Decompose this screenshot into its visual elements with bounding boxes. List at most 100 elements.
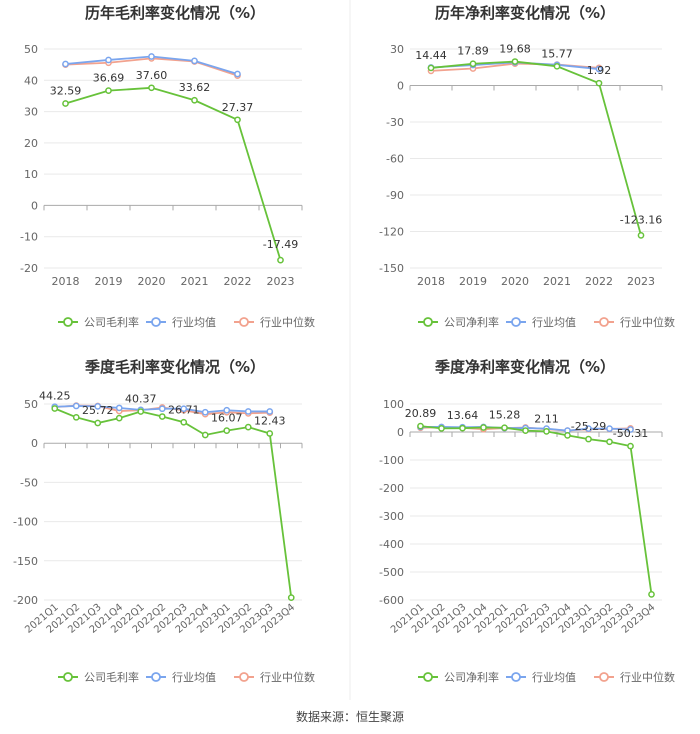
data-label: 15.77 xyxy=(541,47,573,60)
y-tick-label: -150 xyxy=(13,555,38,568)
legend-label: 行业均值 xyxy=(532,671,576,684)
series-point xyxy=(201,408,209,416)
series-point xyxy=(244,408,252,415)
series-point xyxy=(543,428,550,435)
series-point xyxy=(564,432,571,439)
series-point xyxy=(234,70,241,78)
legend-label: 公司净利率 xyxy=(444,670,499,684)
series-point xyxy=(459,424,466,432)
data-label: 36.69 xyxy=(93,72,125,85)
y-tick-label: 10 xyxy=(24,168,38,181)
series-point xyxy=(585,435,592,443)
legend-label: 行业中位数 xyxy=(620,315,675,329)
series-point xyxy=(427,64,435,72)
legend-marker xyxy=(599,672,609,682)
data-label: -25.29 xyxy=(571,420,606,433)
chart-title: 历年毛利率变化情况（%） xyxy=(85,4,265,22)
chart-annual-net-margin: 历年净利率变化情况（%） 30 0 -30 -60 -90 -120 -150 2018 2019… xyxy=(379,4,675,329)
legend-marker xyxy=(423,672,433,682)
x-tick-label: 2023 xyxy=(267,275,295,288)
y-tick-label: 30 xyxy=(24,106,38,119)
legend-label: 行业中位数 xyxy=(620,670,675,684)
y-tick-label: -500 xyxy=(379,566,404,579)
series-point xyxy=(277,256,284,264)
legend-label: 行业中位数 xyxy=(260,670,315,684)
y-tick-label: -50 xyxy=(20,476,38,489)
series-point xyxy=(244,423,252,431)
x-tick-label: 2020 xyxy=(501,275,529,288)
legend-marker xyxy=(511,317,521,327)
series-point xyxy=(266,430,274,437)
chart-title: 季度毛利率变化情况（%） xyxy=(85,358,265,376)
chart-quarterly-gross-margin: 季度毛利率变化情况（%）500-50-100-150-2002021Q12021… xyxy=(13,358,315,684)
data-label: 13.64 xyxy=(447,409,479,422)
series-point xyxy=(223,406,231,414)
data-label: -17.49 xyxy=(263,238,298,251)
legend-label: 行业中位数 xyxy=(260,315,315,329)
series-point xyxy=(606,425,613,432)
series-point xyxy=(180,418,188,426)
legend-marker xyxy=(511,672,521,682)
x-tick-label: 2023 xyxy=(627,275,655,288)
legend-marker xyxy=(151,317,161,327)
series-point xyxy=(223,427,231,434)
legend-label: 行业均值 xyxy=(532,316,576,329)
y-tick-label: -100 xyxy=(13,516,38,529)
series-point xyxy=(595,65,603,73)
series-point xyxy=(287,594,295,601)
series-point xyxy=(51,405,59,412)
legend-marker xyxy=(423,317,433,327)
series-line xyxy=(65,86,282,261)
legend-marker xyxy=(63,317,73,327)
x-tick-label: 2022 xyxy=(585,275,613,288)
series-point xyxy=(553,62,561,70)
y-tick-label: -60 xyxy=(386,153,404,166)
series-point xyxy=(266,408,274,415)
series-point xyxy=(105,56,112,64)
y-tick-label: -200 xyxy=(13,594,38,607)
series-point xyxy=(606,438,613,446)
data-label: 14.44 xyxy=(415,49,447,62)
legend-label: 公司净利率 xyxy=(444,315,499,329)
y-tick-label: 0 xyxy=(31,199,38,212)
data-label: 19.68 xyxy=(499,43,531,56)
series-point xyxy=(234,116,241,124)
series-point xyxy=(158,405,166,413)
legend-marker xyxy=(239,672,249,682)
data-label: 26.71 xyxy=(168,403,200,416)
legend-marker xyxy=(239,317,249,327)
x-tick-label: 2018 xyxy=(52,275,80,288)
series-point xyxy=(148,53,155,60)
y-tick-label: -400 xyxy=(379,538,404,551)
y-tick-label: 40 xyxy=(24,74,38,87)
y-tick-label: -90 xyxy=(386,189,404,202)
y-tick-label: 0 xyxy=(397,426,404,439)
series-point xyxy=(94,403,102,410)
y-tick-label: 100 xyxy=(383,398,404,411)
series-point xyxy=(595,79,603,87)
chart-annual-gross-margin: 历年毛利率变化情况（%） 50 40 30 20 10 0 -10 -20 2018 2019 202… xyxy=(20,4,315,329)
y-tick-label: 20 xyxy=(24,137,38,150)
series-point xyxy=(522,427,529,434)
series-point xyxy=(627,442,634,450)
x-tick-label: 2018 xyxy=(417,275,445,288)
series-point xyxy=(62,60,69,68)
chart-title: 季度净利率变化情况（%） xyxy=(435,358,615,376)
legend-label: 公司毛利率 xyxy=(84,670,139,684)
data-label: 2.11 xyxy=(534,412,559,425)
legend-marker xyxy=(599,317,609,327)
x-tick-label: 2020 xyxy=(138,275,166,288)
y-tick-label: -600 xyxy=(379,594,404,607)
legend-label: 公司毛利率 xyxy=(84,315,139,329)
legend-label: 行业均值 xyxy=(172,671,216,684)
data-label: 44.25 xyxy=(39,390,71,403)
series-point xyxy=(648,591,655,598)
x-tick-label: 2022 xyxy=(224,275,252,288)
series-point xyxy=(511,58,519,65)
legend-marker xyxy=(151,672,161,682)
data-label: 32.59 xyxy=(50,84,82,97)
data-label: 17.89 xyxy=(457,45,489,58)
y-tick-label: 0 xyxy=(397,80,404,93)
series-point xyxy=(180,405,188,413)
